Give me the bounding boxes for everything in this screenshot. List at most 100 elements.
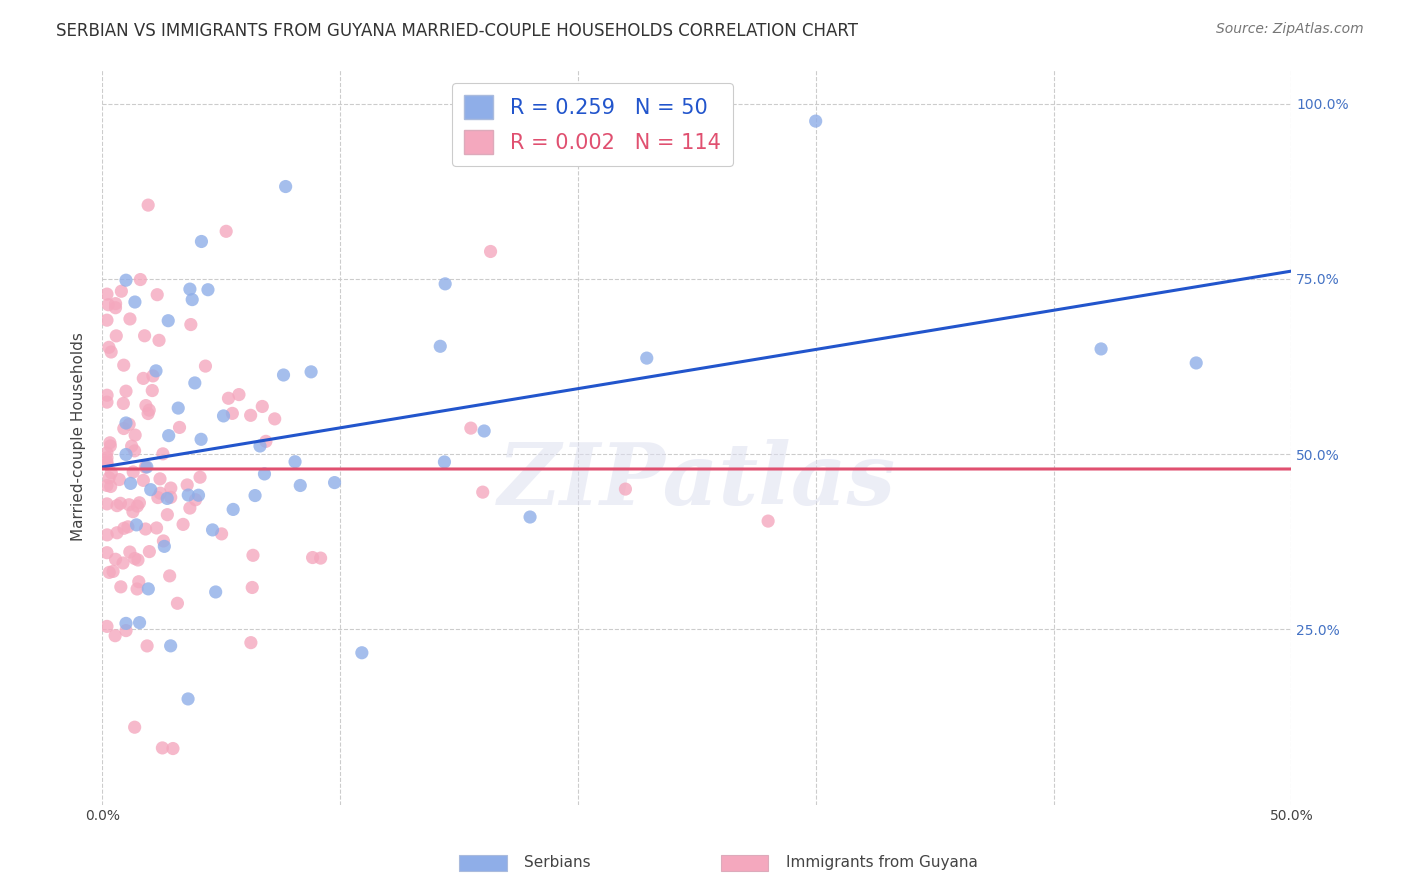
Point: [120, 476, 142, 491]
Point: [134, 460, 156, 475]
Point: [159, 639, 181, 653]
Point: [211, 527, 233, 541]
Point: [141, 384, 163, 398]
Point: [228, 387, 250, 401]
Point: [115, 448, 138, 462]
Point: [177, 692, 200, 706]
Point: [110, 496, 132, 510]
Point: [117, 520, 139, 534]
Point: [284, 455, 307, 469]
Point: [132, 371, 155, 385]
Point: [187, 488, 209, 502]
Point: [115, 616, 138, 631]
Point: [169, 420, 191, 434]
Point: [188, 470, 211, 484]
Point: [197, 283, 219, 297]
Point: [122, 465, 145, 479]
Point: [98, 439, 121, 453]
Point: [104, 296, 127, 310]
Point: [1090, 342, 1112, 356]
Point: [148, 334, 170, 348]
Point: [159, 491, 181, 505]
Point: [100, 466, 122, 480]
Point: [150, 740, 173, 755]
Point: [153, 540, 176, 554]
Point: [217, 391, 239, 405]
Point: [108, 473, 131, 487]
Point: [614, 482, 637, 496]
Point: [152, 447, 174, 461]
Point: [239, 409, 262, 423]
Text: Immigrants from Guyana: Immigrants from Guyana: [786, 855, 977, 870]
Point: [96, 546, 118, 560]
Point: [115, 416, 138, 430]
Point: [184, 492, 207, 507]
Point: [105, 525, 128, 540]
Point: [242, 549, 264, 563]
Point: [97, 340, 120, 354]
Point: [139, 483, 162, 497]
Point: [96, 313, 118, 327]
Text: Source: ZipAtlas.com: Source: ZipAtlas.com: [1216, 22, 1364, 37]
Point: [96, 446, 118, 460]
Point: [149, 472, 172, 486]
Point: [162, 741, 184, 756]
Point: [156, 491, 179, 506]
Point: [112, 396, 135, 410]
Point: [433, 455, 456, 469]
Point: [136, 407, 159, 421]
Point: [240, 581, 263, 595]
Point: [479, 244, 502, 259]
Point: [135, 399, 157, 413]
Point: [100, 345, 122, 359]
Point: [112, 521, 135, 535]
Point: [124, 443, 146, 458]
Point: [152, 533, 174, 548]
Text: SERBIAN VS IMMIGRANTS FROM GUYANA MARRIED-COUPLE HOUSEHOLDS CORRELATION CHART: SERBIAN VS IMMIGRANTS FROM GUYANA MARRIE…: [56, 22, 858, 40]
Point: [146, 287, 169, 301]
Point: [125, 517, 148, 532]
Point: [471, 485, 494, 500]
Point: [98, 566, 121, 580]
Point: [179, 501, 201, 516]
Point: [252, 400, 274, 414]
Point: [118, 312, 141, 326]
Point: [118, 545, 141, 559]
Point: [96, 457, 118, 471]
Point: [96, 478, 118, 492]
Point: [215, 224, 238, 238]
Point: [98, 471, 121, 485]
Point: [134, 328, 156, 343]
Point: [96, 619, 118, 633]
Point: [96, 455, 118, 469]
Point: [124, 295, 146, 310]
Point: [323, 475, 346, 490]
Point: [434, 277, 457, 291]
Point: [146, 491, 169, 505]
Point: [127, 582, 149, 596]
Point: [290, 478, 312, 492]
FancyBboxPatch shape: [458, 855, 506, 871]
Point: [124, 428, 146, 442]
Text: ZIPatlas: ZIPatlas: [498, 439, 896, 523]
Point: [127, 553, 149, 567]
Point: [124, 551, 146, 566]
Point: [96, 388, 118, 402]
Point: [157, 314, 180, 328]
Point: [212, 409, 235, 423]
Point: [176, 478, 198, 492]
Point: [519, 510, 541, 524]
Point: [177, 488, 200, 502]
Point: [136, 639, 159, 653]
Point: [118, 498, 141, 512]
Point: [243, 489, 266, 503]
Point: [96, 528, 118, 542]
Point: [132, 474, 155, 488]
Point: [145, 364, 167, 378]
Point: [194, 359, 217, 373]
Point: [184, 376, 207, 390]
Point: [157, 428, 180, 442]
Point: [136, 582, 159, 596]
Point: [221, 406, 243, 420]
Point: [204, 585, 226, 599]
